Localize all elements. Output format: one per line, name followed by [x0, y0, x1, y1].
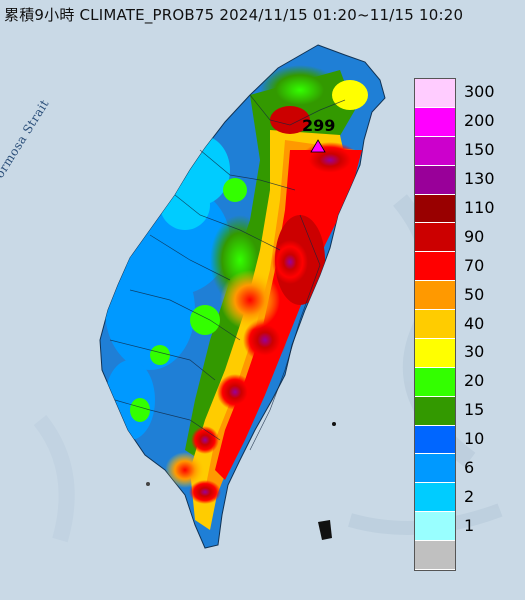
legend-swatch — [415, 107, 455, 137]
legend-swatch — [415, 281, 455, 311]
legend-swatch — [415, 454, 455, 484]
legend-swatch — [415, 310, 455, 339]
legend-label: 2 — [464, 486, 475, 506]
rainfall-legend — [414, 78, 456, 571]
orchid-island — [318, 520, 332, 540]
legend-label: 20 — [464, 371, 485, 391]
legend-label: 1 — [464, 515, 475, 535]
legend-label: 40 — [464, 313, 485, 333]
legend-swatch — [415, 223, 455, 253]
legend-swatch — [415, 541, 455, 570]
legend-label: 10 — [464, 429, 485, 449]
legend-label: 90 — [464, 226, 485, 246]
legend-swatch — [415, 136, 455, 166]
legend-swatch — [415, 425, 455, 455]
legend-label: 70 — [464, 255, 485, 275]
legend-swatch — [415, 483, 455, 513]
legend-swatch — [415, 79, 455, 108]
legend-label: 150 — [464, 140, 495, 160]
legend-label: 50 — [464, 284, 485, 304]
legend-label: 130 — [464, 169, 495, 189]
map-title: 累積9小時 CLIMATE_PROB75 2024/11/15 01:20~11… — [4, 6, 464, 24]
legend-label: 200 — [464, 111, 495, 131]
legend-swatch — [415, 338, 455, 368]
legend-swatch — [415, 512, 455, 542]
legend-label: 6 — [464, 457, 475, 477]
max-rainfall-value: 299 — [302, 116, 336, 135]
legend-label: 110 — [464, 197, 495, 217]
legend-label: 15 — [464, 400, 485, 420]
legend-label: 30 — [464, 342, 485, 362]
legend-label: 300 — [464, 82, 495, 102]
legend-swatch — [415, 367, 455, 397]
legend-swatch — [415, 165, 455, 195]
legend-swatch — [415, 252, 455, 282]
max-rainfall-marker-icon — [310, 139, 326, 153]
legend-swatch — [415, 194, 455, 224]
legend-swatch — [415, 396, 455, 426]
